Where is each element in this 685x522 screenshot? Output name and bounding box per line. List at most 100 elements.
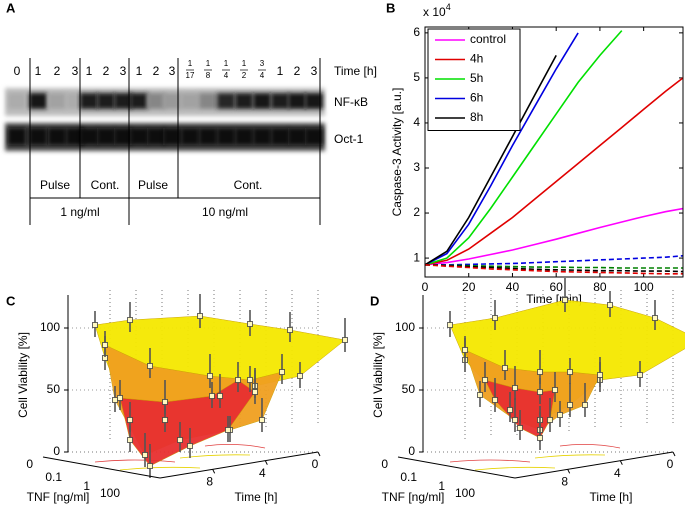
lane-label: 1 [86,64,93,78]
series-line [425,264,683,273]
x-tick-label: 40 [506,280,520,294]
nfkb-band [130,93,148,109]
z-tick-label: 0 [53,444,60,458]
group-label: Pulse [138,178,168,192]
plot-frame [424,26,684,278]
data-point [517,425,523,431]
panel-label: B [386,0,395,15]
surface-patch [119,379,256,467]
time-axis-label: Time [h] [235,490,278,504]
oct1-band [217,128,235,145]
data-point [492,315,498,321]
y-tick-label: 1 [413,250,420,264]
floor-contour [534,454,606,459]
z-tick-label: 100 [40,320,60,334]
z-axis-label: Cell Viability [%] [16,332,30,418]
nfkb-band [114,93,132,109]
series-line [425,264,683,269]
data-point [259,417,265,423]
data-point [547,417,553,423]
oct1-band [8,128,26,145]
floor-contour [179,454,251,459]
lane-label: 2 [294,64,301,78]
tnf-tick-label: 0.1 [400,470,417,484]
oct1-band [288,128,306,145]
lane-label: 3 [311,64,318,78]
tnf-tick-label: 0.1 [45,470,62,484]
surface-panel: 0 50 100 Cell Viability [%] 0 0.1 1 100 TNF [ng/… [16,290,348,504]
data-point [637,372,643,378]
y-tick-label: 4 [413,115,420,129]
nfkb-band [253,93,271,109]
floor-contour [94,459,176,463]
floor-contour [119,466,201,471]
data-point [512,385,518,391]
data-point [607,302,613,308]
data-point [567,402,573,408]
data-point [477,392,483,398]
series-line [425,55,557,266]
y-tick-label: 6 [413,25,420,39]
oct1-band [147,128,165,145]
lane-numerator: 1 [188,59,193,68]
data-point [162,417,168,423]
lane-label: 2 [54,64,61,78]
data-point [247,321,253,327]
z-tick-label: 50 [47,382,61,396]
time-label: Time [h] [334,64,377,78]
time-axis [159,451,319,479]
lane-numerator: 1 [206,59,211,68]
nfkb-band [8,93,26,109]
time-tick [672,451,676,457]
lane-label: 2 [103,64,110,78]
data-point [512,417,518,423]
oct1-band [253,128,271,145]
plot-area [425,30,683,275]
panel-label: A [6,0,16,15]
x-tick-label: 20 [462,280,476,294]
floor-contour [559,444,621,449]
legend-label: 6h [470,91,483,105]
data-point [342,337,348,343]
data-point [147,363,153,369]
time-tick [212,469,216,474]
oct1-band [48,128,66,145]
tnf-tick-label: 100 [100,486,120,500]
data-point [492,397,498,403]
tnf-tick-label: 1 [438,479,445,493]
data-point [117,395,123,401]
floor-contour [204,444,266,449]
data-point [482,377,488,383]
data-point [507,407,513,413]
series-line [425,30,623,266]
tnf-tick-label: 100 [455,486,475,500]
oct1-band [305,128,323,145]
data-point [207,373,213,379]
time-tick-label: 4 [614,466,621,480]
series-line [425,77,683,266]
nfkb-band [147,93,165,109]
lane-label: 3 [72,64,79,78]
data-point [127,317,133,323]
nfkb-band [217,93,235,109]
lane-label: 1 [136,64,143,78]
nfkb-band [29,93,47,109]
y-tick-label: 3 [413,160,420,174]
time-tick-label: 8 [206,475,213,489]
nfkb-band [271,93,289,109]
row-label: NF-κB [334,95,368,109]
tnf-axis [42,456,161,479]
time-axis [514,451,674,479]
oct1-band [181,128,199,145]
series-line [425,255,683,266]
data-point [235,377,241,383]
dose-label: 10 ng/ml [202,205,248,219]
tnf-tick-label: 0 [381,457,388,471]
nfkb-band [288,93,306,109]
legend-label: 5h [470,71,483,85]
lane-denominator: 8 [206,71,211,80]
oct1-band [130,128,148,145]
z-tick-label: 0 [408,444,415,458]
nfkb-band [97,93,115,109]
oct1-band [29,128,47,145]
